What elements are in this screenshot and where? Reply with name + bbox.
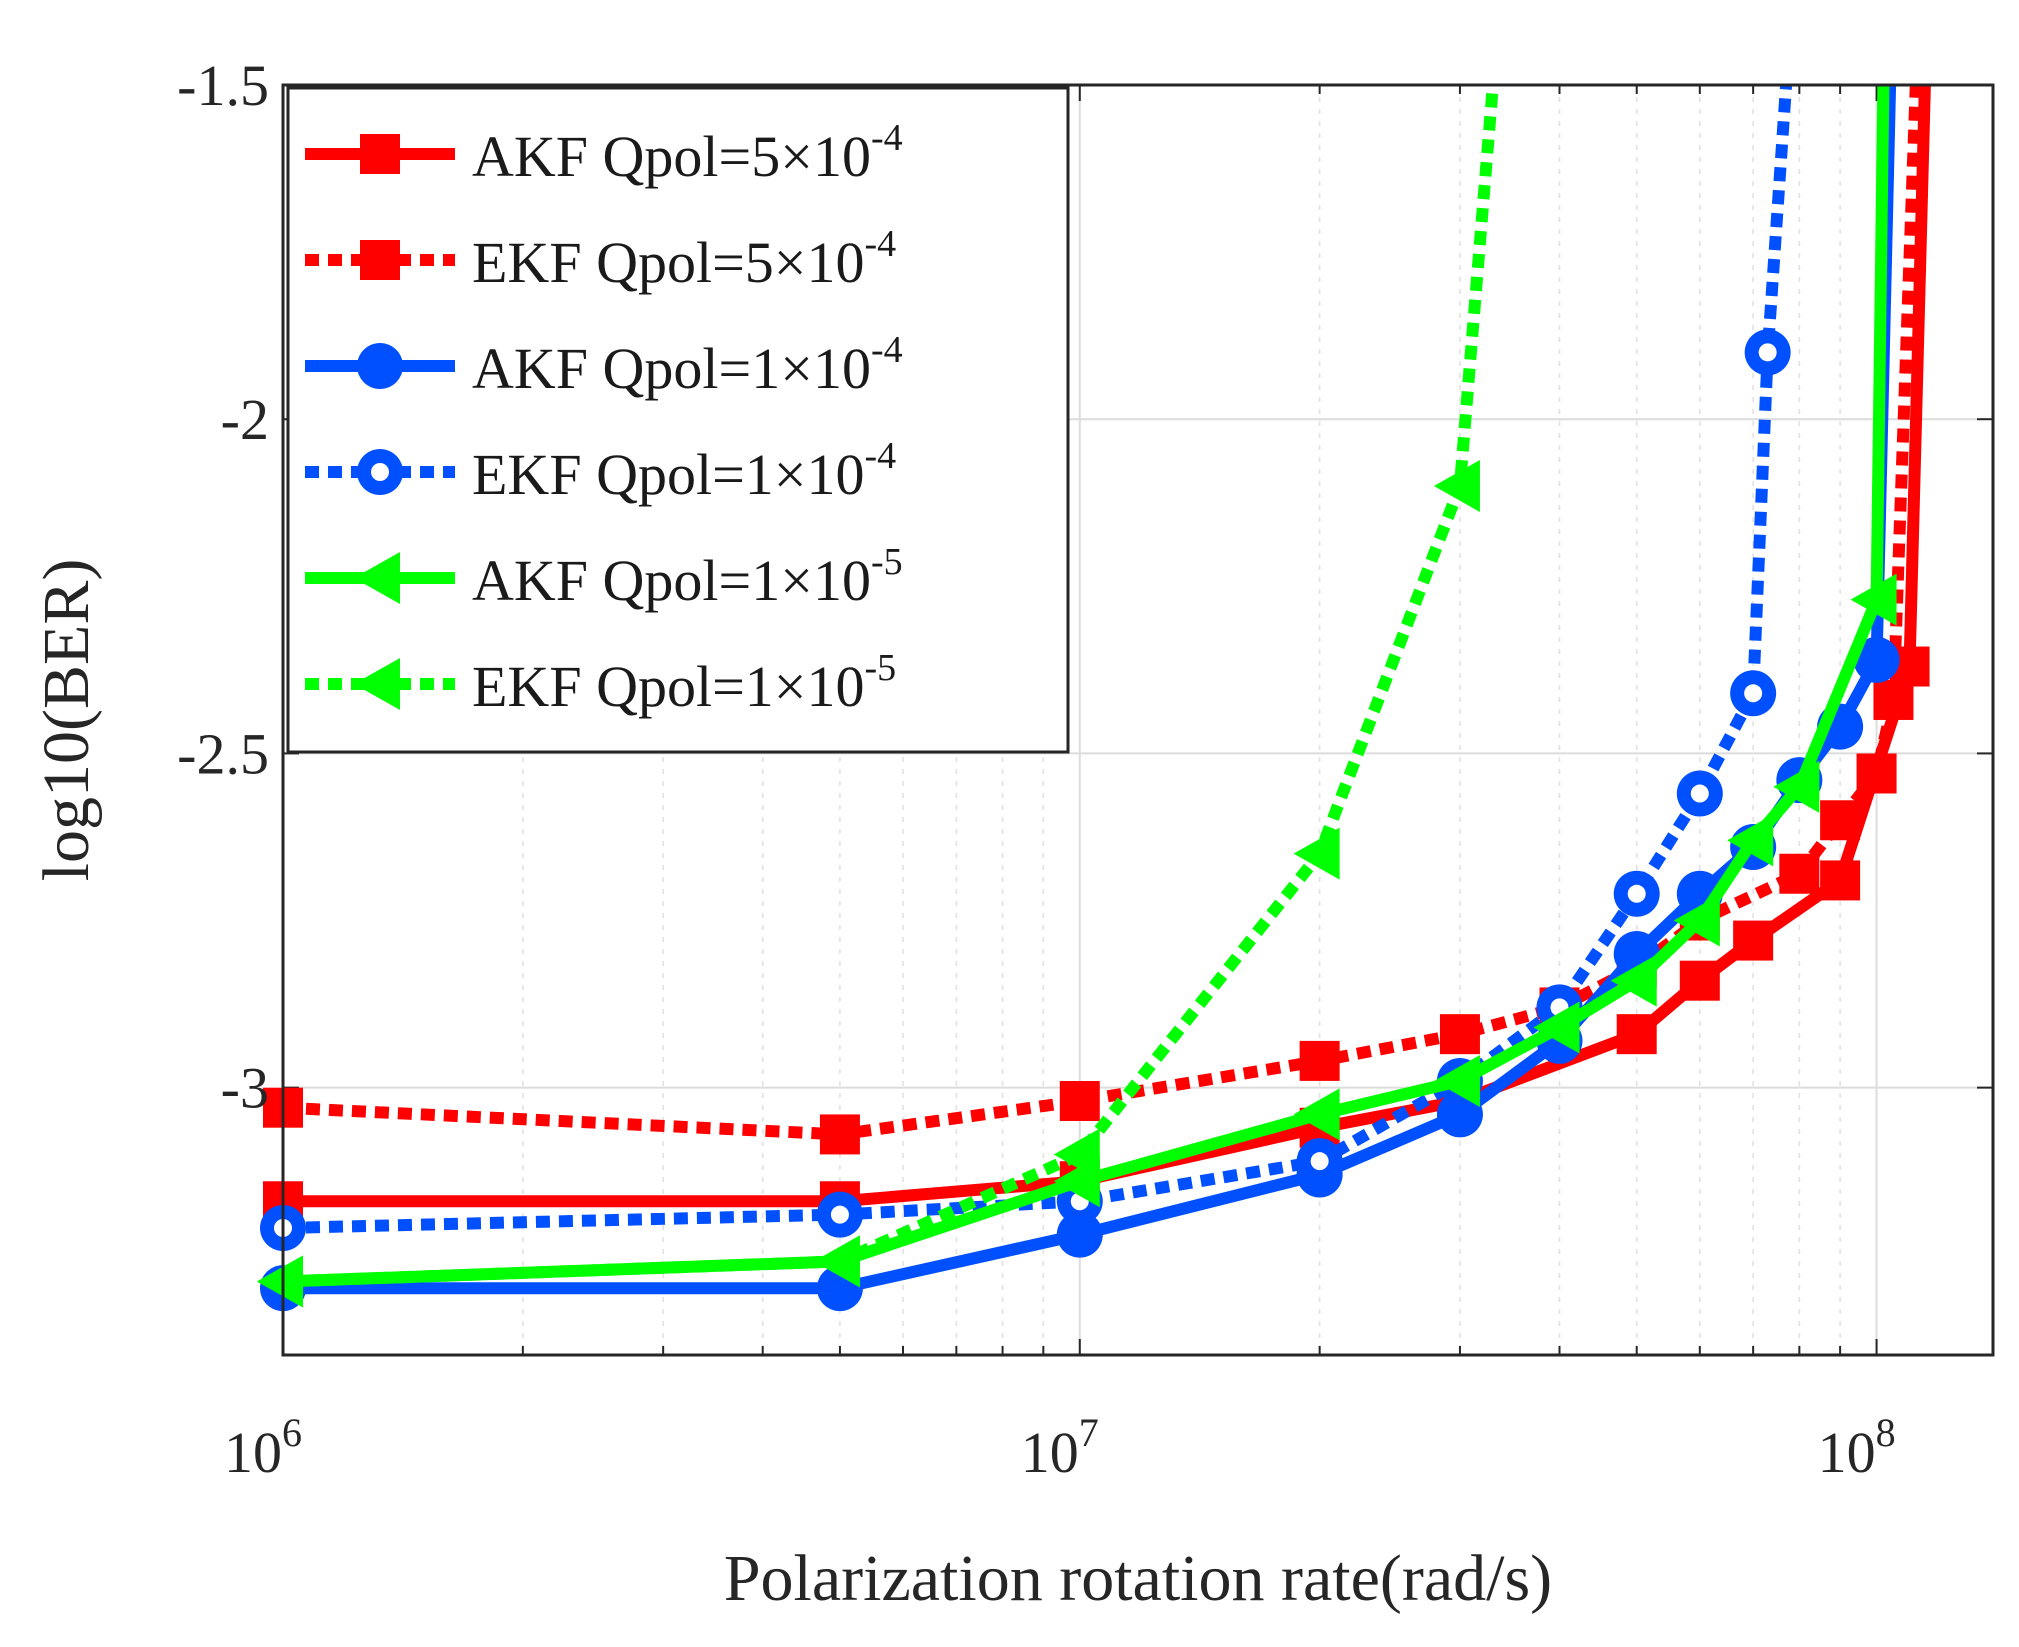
marker-center-dot [830, 1205, 849, 1224]
data-point-triangle [1293, 1088, 1340, 1141]
data-point-circle [1853, 636, 1900, 683]
data-point-square [1820, 800, 1861, 841]
plot-frame [281, 83, 1995, 1357]
data-point-triangle [1673, 894, 1720, 947]
legend: AKF Qpol=5×10-4 EKF Qpol=5×10-4 AKF Qpol=1… [286, 86, 1070, 754]
data-point-square [819, 1114, 860, 1155]
data-point-circle [1436, 1091, 1483, 1138]
marker-center-dot [1627, 884, 1646, 903]
data-point-circle [1056, 1211, 1103, 1258]
y-tick-label: -3 [221, 1056, 269, 1121]
legend-box [286, 86, 1070, 754]
marker-center-dot [1310, 1152, 1329, 1171]
series-line [282, 84, 1499, 1288]
legend-label: AKF Qpol=1×10-4 [472, 329, 903, 401]
tick-labels: -1.5 -2 -2.5 -3 106 107 108 [177, 53, 1895, 1485]
data-point-square [1059, 1081, 1100, 1121]
data-point-square [1616, 1014, 1657, 1055]
data-point-square [1679, 960, 1720, 1001]
series-group [257, 84, 1499, 1308]
data-point-triangle [813, 1235, 860, 1288]
y-tick-label: -1.5 [177, 53, 269, 118]
y-tick-label: -2.5 [177, 721, 269, 786]
data-point-triangle [354, 658, 400, 710]
legend-label: AKF Qpol=5×10-4 [472, 117, 903, 189]
data-point-triangle [1610, 954, 1657, 1007]
x-tick-label: 108 [1818, 1410, 1896, 1485]
data-point-square [1733, 920, 1774, 961]
data-point-triangle [1433, 1054, 1480, 1107]
legend-label: EKF Qpol=1×10-5 [472, 647, 896, 719]
series-line [282, 84, 1890, 1288]
data-point-square [1856, 753, 1897, 794]
data-point-triangle [257, 1255, 303, 1308]
legend-label: AKF Qpol=1×10-5 [472, 541, 903, 613]
data-point-square [1299, 1040, 1340, 1081]
x-tick-label: 107 [1021, 1410, 1099, 1485]
data-point-square [1439, 1014, 1480, 1055]
legend-label: EKF Qpol=1×10-4 [472, 435, 896, 507]
x-tick-label: 106 [224, 1410, 302, 1485]
data-point-triangle [1433, 460, 1480, 513]
data-point-square [1820, 860, 1861, 901]
data-point-triangle [1533, 1001, 1580, 1054]
data-point-triangle [1773, 760, 1820, 813]
data-point-triangle [1053, 1128, 1100, 1181]
data-point-triangle [1850, 573, 1897, 626]
legend-label: EKF Qpol=5×10-4 [472, 223, 896, 295]
data-point-square [360, 240, 400, 280]
data-point-square [1873, 679, 1914, 720]
y-tick-label: -2 [221, 387, 269, 452]
marker-center-dot [1744, 684, 1763, 703]
marker-center-dot [1690, 784, 1709, 803]
data-point-triangle [1293, 827, 1340, 880]
data-point-triangle [1727, 814, 1774, 867]
data-point-circle [357, 343, 403, 389]
data-point-triangle [354, 552, 400, 604]
data-point-square [360, 134, 400, 174]
y-axis-label: log10(BER) [30, 559, 103, 882]
marker-center-dot [1758, 343, 1777, 362]
x-axis-label: Polarization rotation rate(rad/s) [724, 1542, 1552, 1615]
data-point-square [1779, 853, 1820, 894]
marker-center-dot [371, 463, 389, 481]
series-layer [257, 84, 1931, 1312]
